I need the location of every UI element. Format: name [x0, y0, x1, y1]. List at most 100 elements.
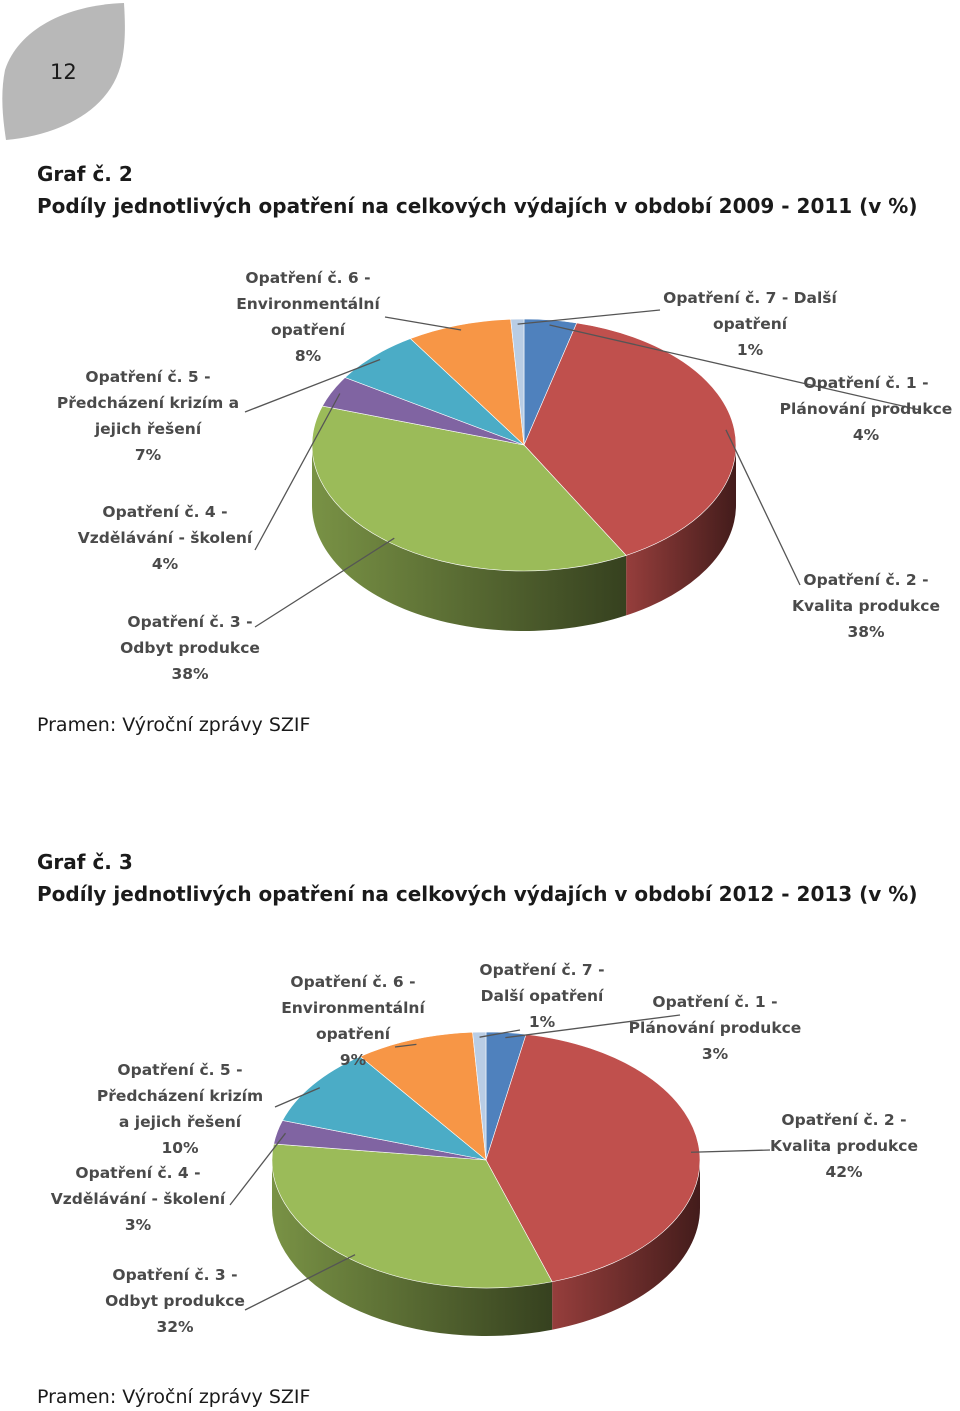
slice-label-1: Opatření č. 1 - Plánování produkce 3%	[629, 993, 802, 1063]
leader-line-3	[254, 537, 395, 628]
page-number-leaf-shape	[2, 3, 125, 140]
slice-label-3: Opatření č. 3 - Odbyt produkce 32%	[105, 1266, 245, 1336]
pie-slice-side-3	[272, 1160, 553, 1336]
slice-label-6-line-1: Opatření č. 6 -	[245, 269, 370, 287]
leader-line-7	[517, 309, 661, 325]
slice-label-3-line-3: 38%	[171, 665, 209, 683]
slice-label-5-line-4: 7%	[135, 446, 162, 464]
slice-label-6-line-4: 9%	[340, 1051, 367, 1069]
slice-label-4-line-3: 4%	[152, 555, 179, 573]
slice-label-2-line-2: Kvalita produkce	[770, 1137, 918, 1155]
pie-slice-5	[282, 1056, 487, 1161]
pie-side-walls	[312, 445, 736, 631]
slice-label-7-line-2: Další opatření	[481, 987, 604, 1005]
slice-label-6: Opatření č. 6 - Environmentální opatření 9%	[281, 973, 425, 1069]
pie-slice-3	[271, 1143, 553, 1289]
pie-slice-side-2	[552, 1160, 700, 1330]
leader-line-7	[479, 1029, 521, 1038]
slice-label-7-line-3: 1%	[737, 341, 764, 359]
slice-label-1-line-3: 4%	[853, 426, 880, 444]
leader-line-1	[549, 324, 921, 411]
slice-label-1-line-1: Opatření č. 1 -	[652, 993, 777, 1011]
leader-line-2	[691, 1149, 771, 1153]
slice-label-7-line-1: Opatření č. 7 - Další	[663, 289, 837, 307]
graph-3-source: Pramen: Výroční zprávy SZIF	[37, 1386, 311, 1408]
pie-chart-2009-2011: Opatření č. 1 -Plánování produkce 4%Opatř…	[57, 269, 953, 683]
graph-2-caption: Graf č. 2	[37, 162, 133, 186]
pie-top-faces	[311, 318, 737, 572]
slice-label-3: Opatření č. 3 - Odbyt produkce 38%	[120, 613, 260, 683]
leader-line-1	[505, 1014, 681, 1039]
slice-label-3-line-3: 32%	[156, 1318, 194, 1336]
pie-slice-side-2	[626, 445, 736, 616]
slice-label-4-line-2: Vzdělávání - školení	[51, 1190, 226, 1208]
leader-line-4	[254, 393, 341, 551]
leader-line-3	[244, 1254, 356, 1311]
slice-label-4: Opatření č. 4 - Vzdělávání - školení 4%	[78, 503, 253, 573]
pie-slice-7	[472, 1031, 487, 1161]
pie-side-walls	[272, 1160, 700, 1336]
slice-label-2-line-1: Opatření č. 2 -	[781, 1111, 906, 1129]
slice-label-4: Opatření č. 4 - Vzdělávání - školení 3%	[51, 1164, 226, 1234]
pie-chart-2012-2013: Opatření č. 1 -Plánování produkce 3%Opatř…	[51, 961, 918, 1336]
pie-top-faces	[271, 1031, 701, 1289]
graph-2-heading: Graf č. 2 Podíly jednotlivých opatření n…	[37, 158, 918, 222]
slice-label-6: Opatření č. 6 - Environmentální opatření 8%	[236, 269, 380, 365]
slice-label-6-line-2: Environmentální	[236, 295, 380, 313]
slice-label-2: Opatření č. 2 - Kvalita produkce 38%	[792, 571, 940, 641]
slice-label-6-line-1: Opatření č. 6 -	[290, 973, 415, 991]
pie-slice-2	[523, 322, 737, 556]
slice-label-6-line-3: opatření	[271, 321, 346, 339]
slice-label-5-line-1: Opatření č. 5 -	[85, 368, 210, 386]
leader-line-6	[394, 1043, 417, 1048]
leader-line-4	[229, 1132, 287, 1206]
slice-label-7-line-3: 1%	[529, 1013, 556, 1031]
slice-label-2-line-1: Opatření č. 2 -	[803, 571, 928, 589]
page-number: 12	[50, 60, 77, 84]
slice-label-5-line-2: Předcházení krizím a	[57, 394, 239, 412]
leader-line-5	[244, 358, 381, 413]
slice-label-7: Opatření č. 7 - Další opatření 1%	[663, 289, 837, 359]
slice-label-7-line-1: Opatření č. 7 -	[479, 961, 604, 979]
slice-label-6-line-3: opatření	[316, 1025, 391, 1043]
slice-label-5-line-2: Předcházení krizím	[97, 1087, 263, 1105]
slice-label-2-line-3: 42%	[825, 1163, 863, 1181]
slice-label-4-line-1: Opatření č. 4 -	[75, 1164, 200, 1182]
slice-label-4-line-3: 3%	[125, 1216, 152, 1234]
graph-2-title: Podíly jednotlivých opatření na celkovýc…	[37, 194, 918, 218]
leader-line-5	[274, 1087, 321, 1108]
slice-label-3-line-2: Odbyt produkce	[120, 639, 260, 657]
slice-label-2-line-3: 38%	[847, 623, 885, 641]
slice-label-5-line-4: 10%	[161, 1139, 199, 1157]
slice-label-1: Opatření č. 1 - Plánování produkce 4%	[780, 374, 953, 444]
slice-label-1-line-2: Plánování produkce	[629, 1019, 802, 1037]
slice-label-2: Opatření č. 2 - Kvalita produkce 42%	[770, 1111, 918, 1181]
pie-slice-side-3	[312, 445, 627, 631]
slice-label-3-line-2: Odbyt produkce	[105, 1292, 245, 1310]
slice-label-3-line-1: Opatření č. 3 -	[112, 1266, 237, 1284]
slice-label-5-line-3: jejich řešení	[94, 420, 202, 438]
graph-2-source: Pramen: Výroční zprávy SZIF	[37, 714, 311, 736]
slice-label-5-line-3: a jejich řešení	[119, 1113, 242, 1131]
slice-label-5-line-1: Opatření č. 5 -	[117, 1061, 242, 1079]
pie-slice-6	[359, 1031, 487, 1161]
slice-label-7-line-2: opatření	[713, 315, 788, 333]
slice-label-1-line-2: Plánování produkce	[780, 400, 953, 418]
graph-3-heading: Graf č. 3 Podíly jednotlivých opatření n…	[37, 846, 918, 910]
graph-3-title: Podíly jednotlivých opatření na celkovýc…	[37, 882, 918, 906]
slice-label-1-line-3: 3%	[702, 1045, 729, 1063]
slice-label-1-line-1: Opatření č. 1 -	[803, 374, 928, 392]
leader-line-2	[725, 429, 801, 586]
pie-slice-6	[409, 318, 525, 446]
slice-label-7: Opatření č. 7 - Další opatření 1%	[479, 961, 604, 1031]
slice-label-6-line-4: 8%	[295, 347, 322, 365]
slice-label-2-line-2: Kvalita produkce	[792, 597, 940, 615]
slice-label-6-line-2: Environmentální	[281, 999, 425, 1017]
slice-label-4-line-2: Vzdělávání - školení	[78, 529, 253, 547]
leader-line-6	[384, 316, 462, 331]
slice-label-4-line-1: Opatření č. 4 -	[102, 503, 227, 521]
graph-3-caption: Graf č. 3	[37, 850, 133, 874]
pie-slice-7	[510, 318, 525, 446]
slice-label-5: Opatření č. 5 - Předcházení krizím a jejic…	[97, 1061, 263, 1157]
slice-label-5: Opatření č. 5 - Předcházení krizím a jejic…	[57, 368, 239, 464]
